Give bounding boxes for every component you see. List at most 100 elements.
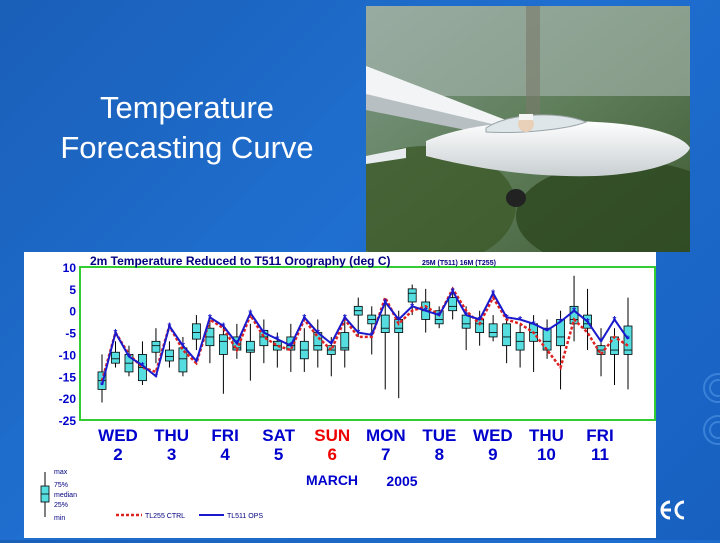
legend-ops-label: TL511 OPS — [227, 513, 263, 520]
day-name-label: WED — [98, 426, 138, 445]
chart-title: 2m Temperature Reduced to T511 Orography… — [90, 254, 391, 268]
legend-median-label: median — [54, 492, 77, 499]
legend-25: 25% — [54, 502, 68, 509]
ops-point: * — [626, 335, 630, 346]
year-label: 2005 — [386, 473, 417, 489]
ops-point: * — [329, 339, 333, 350]
legend-ctrl-label: TL255 CTRL — [145, 513, 185, 520]
box — [259, 329, 269, 347]
ecmwf-logo-icon — [660, 500, 685, 520]
ops-point: * — [424, 306, 428, 317]
ops-point: * — [370, 330, 374, 341]
ops-point: * — [154, 372, 158, 383]
box — [623, 325, 633, 355]
ops-point: * — [451, 287, 455, 298]
x-axis-label: MARCH — [306, 472, 358, 488]
box — [434, 310, 444, 325]
box — [542, 327, 552, 351]
y-axis-ticks: 10 5 0 -5 -10 -15 -20 -25 — [59, 261, 77, 428]
y-tick-label: 5 — [69, 283, 76, 297]
series-lines: * * * * * * * * * * * * * * * * * * * * * * * * * * * * * * * * * * * * * * * * — [100, 286, 630, 392]
ops-point: * — [572, 306, 576, 317]
day-date-label: 7 — [381, 445, 390, 464]
legend-max: max — [54, 469, 68, 476]
line-legend: TL255 CTRL TL511 OPS — [116, 513, 263, 520]
day-name-label: MON — [366, 426, 406, 445]
box — [448, 297, 458, 312]
y-tick-label: 10 — [63, 261, 77, 275]
ops-point: * — [100, 381, 104, 392]
box — [488, 323, 498, 338]
ops-point: * — [518, 315, 522, 326]
glider-photo — [366, 6, 690, 252]
box — [192, 323, 201, 340]
ops-point: * — [383, 297, 387, 308]
day-date-label: 4 — [220, 445, 230, 464]
ops-point: * — [114, 328, 118, 339]
box — [111, 351, 120, 364]
day-date-label: 5 — [274, 445, 283, 464]
chart-subtitle: 25M (T511) 16M (T255) — [422, 260, 496, 267]
ops-point: * — [613, 315, 617, 326]
day-name-label: WED — [473, 426, 513, 445]
day-name-label: SAT — [262, 426, 295, 445]
ops-point: * — [127, 352, 131, 363]
box — [165, 349, 174, 362]
box — [218, 334, 228, 355]
y-tick-label: -25 — [59, 414, 77, 428]
ops-point: * — [559, 317, 563, 328]
day-date-label: 10 — [537, 445, 556, 464]
ops-point: * — [410, 302, 414, 313]
day-name-label: THU — [154, 426, 189, 445]
plot-frame — [79, 266, 656, 421]
slide-title: Temperature Forecasting Curve — [22, 88, 352, 168]
ops-point: * — [586, 317, 590, 328]
ops-point: * — [599, 337, 603, 348]
ops-point: * — [275, 335, 279, 346]
day-name-label: THU — [529, 426, 564, 445]
legend-min: min — [54, 515, 65, 522]
day-name-label: TUE — [422, 426, 456, 445]
boxes — [97, 288, 633, 390]
ops-point: * — [343, 313, 347, 324]
ops-point: * — [545, 326, 549, 337]
ops-point: * — [491, 289, 495, 300]
y-tick-label: -5 — [65, 327, 76, 341]
ops-point: * — [356, 328, 360, 339]
box — [380, 314, 390, 333]
ops-point: * — [181, 341, 185, 352]
day-date-label: 11 — [591, 445, 609, 464]
box — [502, 323, 512, 347]
legend-75: 75% — [54, 482, 68, 489]
chart-panel: 10 5 0 -5 -10 -15 -20 -25 2m Temperature Reduce… — [24, 252, 656, 538]
day-date-label: 3 — [167, 445, 176, 464]
ops-point: * — [167, 322, 171, 333]
temperature-chart: 10 5 0 -5 -10 -15 -20 -25 2m Temperature Reduce… — [40, 254, 656, 522]
ops-point: * — [505, 313, 509, 324]
ops-point: * — [302, 313, 306, 324]
ops-point: * — [235, 339, 239, 350]
day-labels: WED2THU3FRI4SAT5SUN6MON7TUE8WED9THU10FRI… — [98, 426, 614, 464]
day-name-label: FRI — [586, 426, 613, 445]
ops-point: * — [464, 311, 468, 322]
slide-title-line-1: Temperature — [99, 90, 275, 125]
ops-point: * — [262, 328, 266, 339]
ops-point: * — [208, 313, 212, 324]
ops-point: * — [397, 315, 401, 326]
ops-point: * — [478, 315, 482, 326]
day-date-label: 2 — [113, 445, 122, 464]
box — [407, 288, 417, 303]
box-legend: max 75% median 25% min — [40, 469, 77, 522]
ops-point: * — [221, 322, 225, 333]
ops-point: * — [194, 356, 198, 367]
y-tick-label: 0 — [69, 305, 76, 319]
ops-point: * — [289, 341, 293, 352]
box — [556, 319, 565, 347]
day-name-label: SUN — [314, 426, 350, 445]
decorative-swirl — [703, 373, 720, 445]
ops-point: * — [248, 308, 252, 319]
day-date-label: 8 — [435, 445, 444, 464]
ops-series-line — [101, 288, 629, 386]
day-date-label: 6 — [327, 445, 336, 464]
y-tick-label: -10 — [59, 348, 77, 362]
